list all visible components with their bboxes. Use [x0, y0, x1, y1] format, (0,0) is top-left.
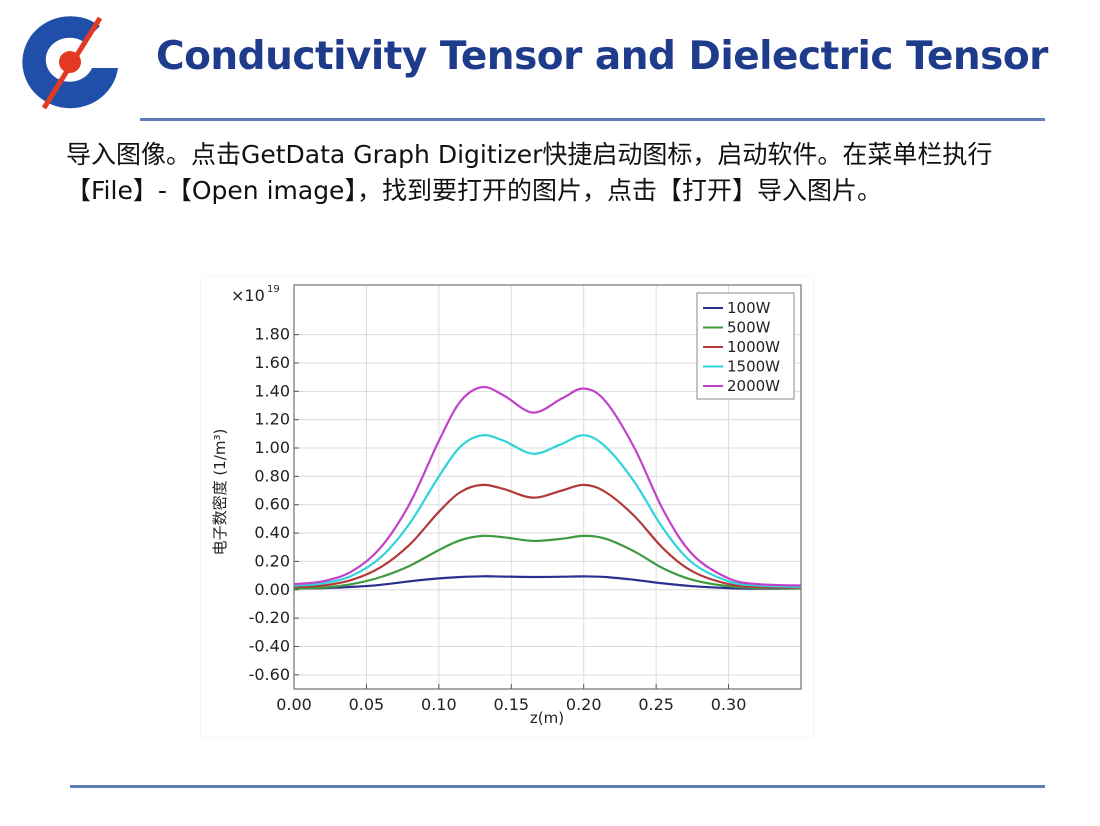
y-tick-label: -0.40	[249, 636, 290, 655]
ticks: 0.00 0.05 0.10 0.15 0.20 0.25 0.30 1.80 1.60 1.40…	[249, 325, 747, 714]
x-tick-label: 0.05	[349, 695, 385, 714]
x-tick-label: 0.20	[566, 695, 602, 714]
series-line-500W	[293, 534, 802, 590]
y-tick-label: 0.60	[254, 495, 290, 514]
x-tick-label: 0.15	[493, 695, 529, 714]
legend-label-1500W: 1500W	[727, 358, 780, 376]
footer-rule	[70, 785, 1045, 788]
y-tick-label: 0.20	[254, 551, 290, 570]
y-tick-label: 0.40	[254, 523, 290, 542]
series-line-2000W	[293, 385, 802, 587]
y-axis-label: 电子数密度 (1/m³)	[211, 429, 229, 556]
y-tick-label: -0.60	[249, 665, 290, 684]
y-tick-label: 0.00	[254, 580, 290, 599]
x-tick-label: 0.30	[711, 695, 747, 714]
legend-label-2000W: 2000W	[727, 377, 780, 395]
series-line-1500W	[293, 434, 802, 588]
title-underline	[140, 118, 1045, 121]
logo	[4, 4, 136, 116]
y-tick-label: 1.00	[254, 438, 290, 457]
y-tick-label: 1.40	[254, 381, 290, 400]
series-line-100W	[293, 575, 802, 590]
legend-label-500W: 500W	[727, 319, 771, 337]
instruction-text: 导入图像。点击GetData Graph Digitizer快捷启动图标，启动软…	[66, 140, 993, 205]
logo-slash	[41, 16, 103, 110]
chart-figure: 0.00 0.05 0.10 0.15 0.20 0.25 0.30 1.80 1.60 1.40…	[201, 277, 813, 737]
series-lines	[293, 385, 802, 590]
x-tick-label: 0.10	[421, 695, 457, 714]
x-tick-label: 0.00	[276, 695, 312, 714]
y-multiplier-base: ×10	[231, 286, 265, 305]
line-chart: 0.00 0.05 0.10 0.15 0.20 0.25 0.30 1.80 1.60 1.40…	[211, 284, 802, 727]
y-tick-label: 0.80	[254, 466, 290, 485]
y-multiplier-exponent: 19	[267, 284, 280, 295]
y-tick-label: -0.20	[249, 608, 290, 627]
legend-label-1000W: 1000W	[727, 338, 780, 356]
series-line-1000W	[293, 483, 802, 589]
logo-ring	[22, 16, 119, 109]
legend-label-100W: 100W	[727, 299, 771, 317]
y-tick-label: 1.20	[254, 410, 290, 429]
plot-frame	[293, 284, 802, 690]
x-axis-label: z(m)	[530, 709, 564, 727]
y-tick-label: 1.60	[254, 353, 290, 372]
slide-title: Conductivity Tensor and Dielectric Tenso…	[156, 34, 1048, 79]
y-tick-label: 1.80	[254, 325, 290, 344]
x-tick-label: 0.25	[638, 695, 674, 714]
